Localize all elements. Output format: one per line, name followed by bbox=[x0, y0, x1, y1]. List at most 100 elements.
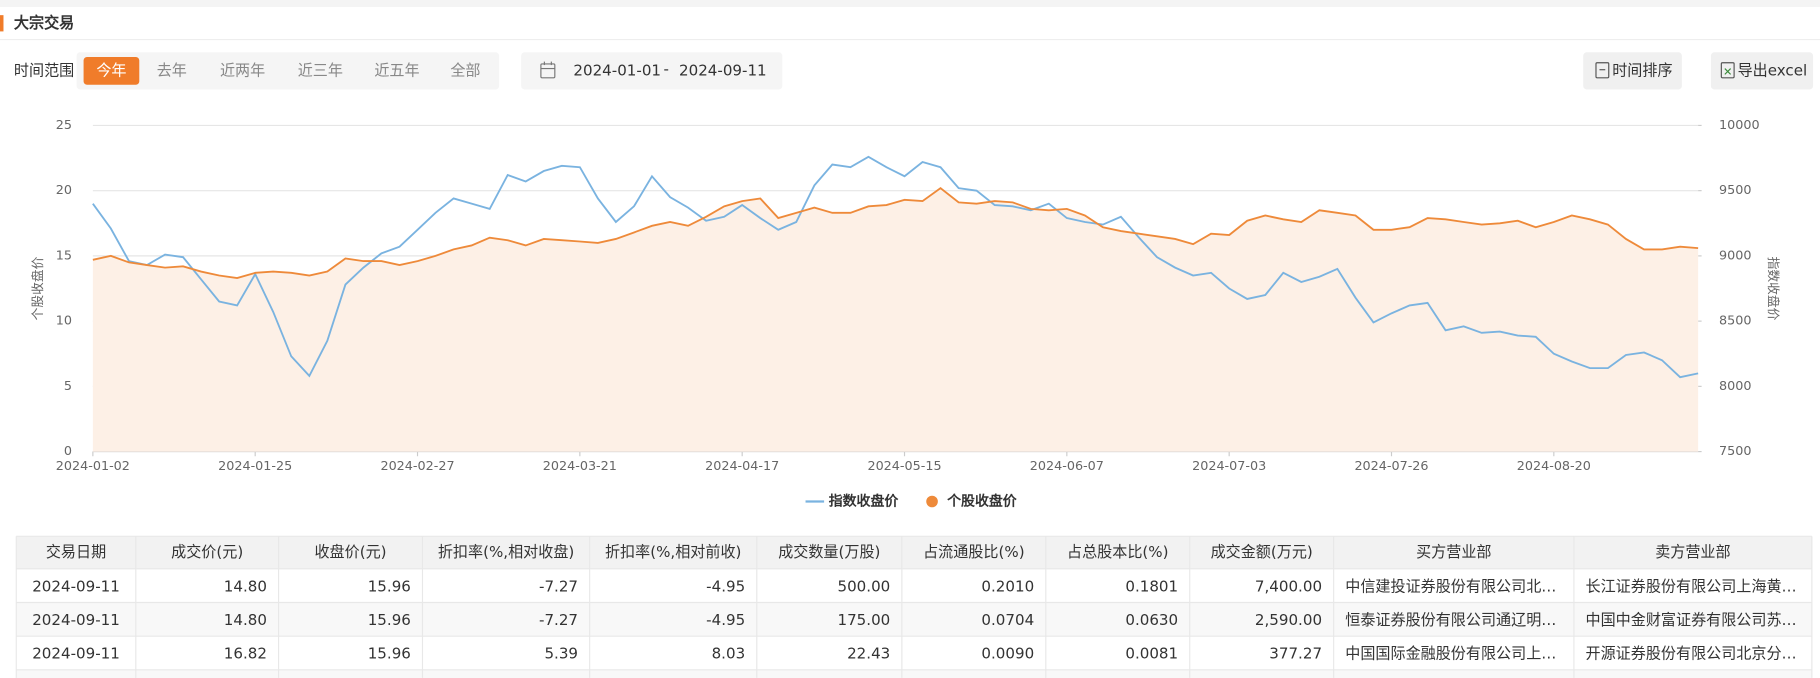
table-cell: 377.27 bbox=[1269, 645, 1322, 663]
series-line bbox=[92, 155, 1699, 379]
table-cell: 14.80 bbox=[224, 577, 267, 595]
table-cell: 14.80 bbox=[224, 611, 267, 629]
table-cell: 0.0704 bbox=[981, 611, 1034, 629]
sort-button[interactable] bbox=[1583, 52, 1682, 90]
y2-tick-label: 8000 bbox=[1719, 379, 1751, 394]
column-header: 成交金额(万元) bbox=[1211, 543, 1313, 561]
top-strip bbox=[0, 0, 1820, 8]
table-cell: 中信建投证券股份有限公司北… bbox=[1345, 577, 1556, 595]
legend-symbol bbox=[926, 495, 938, 508]
column-header: 折扣率(%,相对前收) bbox=[605, 543, 741, 561]
table-cell: 15.96 bbox=[368, 577, 411, 595]
range-button[interactable]: 去年 bbox=[157, 61, 187, 79]
y2-tick-label: 7500 bbox=[1719, 444, 1751, 459]
date-end[interactable]: 2024-09-11 bbox=[679, 61, 767, 79]
legend-label: 指数收盘价 bbox=[829, 493, 899, 510]
table-cell: 16.82 bbox=[224, 645, 267, 663]
sort-label[interactable]: 时间排序 bbox=[1612, 61, 1672, 79]
table-cell: -4.95 bbox=[706, 577, 745, 595]
y-tick-label: 0 bbox=[64, 444, 72, 459]
table-cell: 2024-09-11 bbox=[32, 645, 120, 663]
row-bg bbox=[16, 669, 1812, 678]
range-button[interactable]: 全部 bbox=[450, 61, 480, 79]
range-button[interactable]: 今年 bbox=[96, 61, 126, 79]
table-cell: -7.27 bbox=[539, 577, 578, 595]
sort-icon bbox=[1595, 62, 1610, 79]
column-header: 占流通股比(%) bbox=[923, 543, 1024, 561]
x-tick-label: 2024-02-27 bbox=[380, 459, 454, 474]
range-button[interactable]: 近三年 bbox=[298, 61, 343, 79]
y-tick-label: 25 bbox=[56, 118, 72, 133]
table-cell: 15.96 bbox=[368, 611, 411, 629]
column-header: 买方营业部 bbox=[1416, 543, 1491, 561]
y2-axis-title: 指数收盘价 bbox=[1765, 257, 1781, 321]
table-cell: -7.27 bbox=[539, 611, 578, 629]
table-cell: 5.39 bbox=[544, 645, 578, 663]
table-cell: 开源证券股份有限公司北京分… bbox=[1586, 645, 1797, 663]
y-tick-label: 5 bbox=[64, 379, 72, 394]
y-tick-label: 20 bbox=[56, 183, 72, 198]
column-header: 折扣率(%,相对收盘) bbox=[438, 543, 574, 561]
table-cell: 长江证券股份有限公司上海黄… bbox=[1586, 577, 1797, 595]
column-header: 成交数量(万股) bbox=[778, 543, 880, 561]
column-header: 成交价(元) bbox=[171, 543, 243, 561]
legend-label: 个股收盘价 bbox=[946, 493, 1017, 510]
x-tick-label: 2024-07-26 bbox=[1354, 459, 1428, 474]
y-axis-title: 个股收盘价 bbox=[30, 256, 46, 320]
range-button[interactable]: 近两年 bbox=[220, 61, 265, 79]
table-cell: 2,590.00 bbox=[1255, 611, 1322, 629]
range-button[interactable]: 近五年 bbox=[374, 61, 419, 79]
y2-tick-label: 10000 bbox=[1719, 118, 1760, 133]
table-cell: 0.0630 bbox=[1125, 611, 1178, 629]
table-cell: 2024-09-11 bbox=[32, 611, 120, 629]
x-tick-label: 2024-08-20 bbox=[1517, 459, 1591, 474]
column-header: 占总股本比(%) bbox=[1067, 543, 1168, 561]
y-tick-label: 15 bbox=[56, 248, 72, 263]
series-line bbox=[92, 186, 1699, 280]
table-cell: 175.00 bbox=[838, 611, 891, 629]
row-bg bbox=[16, 602, 1812, 637]
date-separator: - bbox=[664, 60, 669, 78]
table-cell: 2024-09-11 bbox=[32, 577, 120, 595]
table-header-bg bbox=[16, 536, 1812, 569]
table-cell: 8.03 bbox=[712, 645, 746, 663]
x-tick-label: 2024-01-25 bbox=[218, 459, 292, 474]
column-header: 收盘价(元) bbox=[314, 543, 386, 561]
table-cell: 0.1801 bbox=[1125, 577, 1178, 595]
range-label: 时间范围 bbox=[14, 61, 74, 79]
range-group bbox=[76, 52, 500, 90]
table-cell: 22.43 bbox=[847, 645, 890, 663]
table-cell: 15.96 bbox=[368, 645, 411, 663]
column-header: 卖方营业部 bbox=[1655, 543, 1730, 561]
y2-tick-label: 8500 bbox=[1719, 314, 1751, 329]
excel-icon bbox=[1720, 62, 1735, 79]
x-tick-label: 2024-07-03 bbox=[1192, 459, 1266, 474]
calendar-icon bbox=[540, 61, 556, 79]
export-label[interactable]: 导出excel bbox=[1738, 61, 1808, 79]
x-tick-label: 2024-05-15 bbox=[867, 459, 941, 474]
table-cell: 0.0090 bbox=[981, 645, 1034, 663]
section-title: 大宗交易 bbox=[14, 14, 74, 32]
series-area bbox=[92, 188, 1699, 452]
title-marker bbox=[0, 15, 4, 32]
column-header: 交易日期 bbox=[46, 543, 106, 561]
y2-tick-label: 9500 bbox=[1719, 183, 1751, 198]
table-cell: -4.95 bbox=[706, 611, 745, 629]
table-cell: 0.2010 bbox=[981, 577, 1034, 595]
table-cell: 中国中金财富证券有限公司苏… bbox=[1586, 611, 1797, 629]
y2-tick-label: 9000 bbox=[1719, 248, 1751, 263]
date-picker[interactable] bbox=[521, 52, 783, 90]
x-tick-label: 2024-06-07 bbox=[1030, 459, 1104, 474]
x-tick-label: 2024-01-02 bbox=[56, 459, 130, 474]
x-tick-label: 2024-03-21 bbox=[543, 459, 617, 474]
range-button-active[interactable] bbox=[83, 56, 140, 85]
export-button[interactable] bbox=[1710, 52, 1814, 90]
y-tick-label: 10 bbox=[56, 314, 72, 329]
table-cell: 中国国际金融股份有限公司上… bbox=[1345, 645, 1556, 663]
date-start[interactable]: 2024-01-01 bbox=[573, 61, 661, 79]
x-tick-label: 2024-04-17 bbox=[705, 459, 779, 474]
table-cell: 0.0081 bbox=[1125, 645, 1178, 663]
table-cell: 7,400.00 bbox=[1255, 577, 1322, 595]
